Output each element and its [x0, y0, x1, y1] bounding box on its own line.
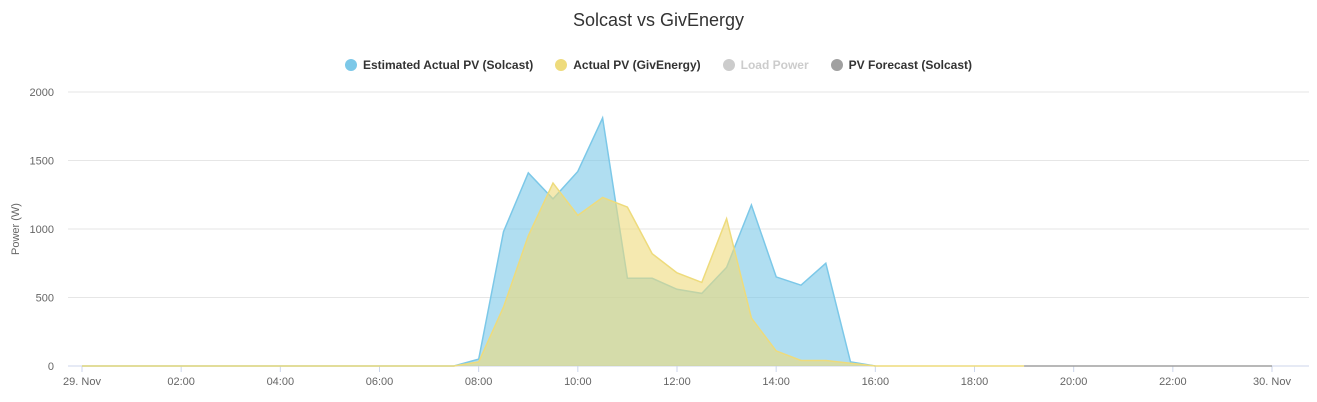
- x-tick-label: 16:00: [862, 376, 890, 388]
- legend-label: Estimated Actual PV (Solcast): [362, 58, 534, 72]
- y-tick-label: 0: [48, 361, 54, 373]
- x-tick-label: 29. Nov: [63, 376, 101, 388]
- y-axis-title: Power (W): [10, 203, 22, 255]
- x-tick-label: 18:00: [961, 376, 989, 388]
- series-area-actual-pv-givenergy: [82, 183, 1025, 366]
- legend-item-actual-pv[interactable]: Actual PV (GivEnergy): [555, 58, 701, 72]
- legend-marker-icon: [722, 59, 735, 71]
- x-tick-label: 04:00: [267, 376, 295, 388]
- legend-label: Actual PV (GivEnergy): [573, 58, 701, 72]
- x-tick-label: 02:00: [167, 376, 195, 388]
- legend-item-estimated-actual-pv[interactable]: Estimated Actual PV (Solcast): [344, 58, 534, 72]
- x-tick-label: 30. Nov: [1253, 376, 1291, 388]
- legend-item-pv-forecast[interactable]: PV Forecast (Solcast): [830, 58, 973, 72]
- x-tick-label: 10:00: [564, 376, 592, 388]
- x-tick-label: 14:00: [762, 376, 790, 388]
- legend: Estimated Actual PV (Solcast) Actual PV …: [0, 58, 1317, 72]
- legend-label: PV Forecast (Solcast): [848, 58, 973, 72]
- x-tick-label: 08:00: [465, 376, 493, 388]
- y-tick-label: 1000: [30, 224, 54, 236]
- legend-item-load-power[interactable]: Load Power: [722, 58, 809, 72]
- x-tick-label: 12:00: [663, 376, 691, 388]
- x-tick-label: 22:00: [1159, 376, 1187, 388]
- legend-marker-icon: [555, 59, 568, 71]
- chart-title: Solcast vs GivEnergy: [572, 10, 745, 30]
- legend-marker-icon: [830, 59, 843, 71]
- x-tick-label: 20:00: [1060, 376, 1088, 388]
- y-tick-label: 1500: [30, 156, 54, 168]
- series-line-actual-pv-givenergy: [82, 181, 1025, 367]
- y-tick-label: 500: [36, 293, 54, 305]
- legend-marker-icon: [344, 59, 357, 71]
- x-tick-label: 06:00: [366, 376, 394, 388]
- legend-label: Load Power: [740, 58, 809, 72]
- y-tick-label: 2000: [30, 87, 54, 99]
